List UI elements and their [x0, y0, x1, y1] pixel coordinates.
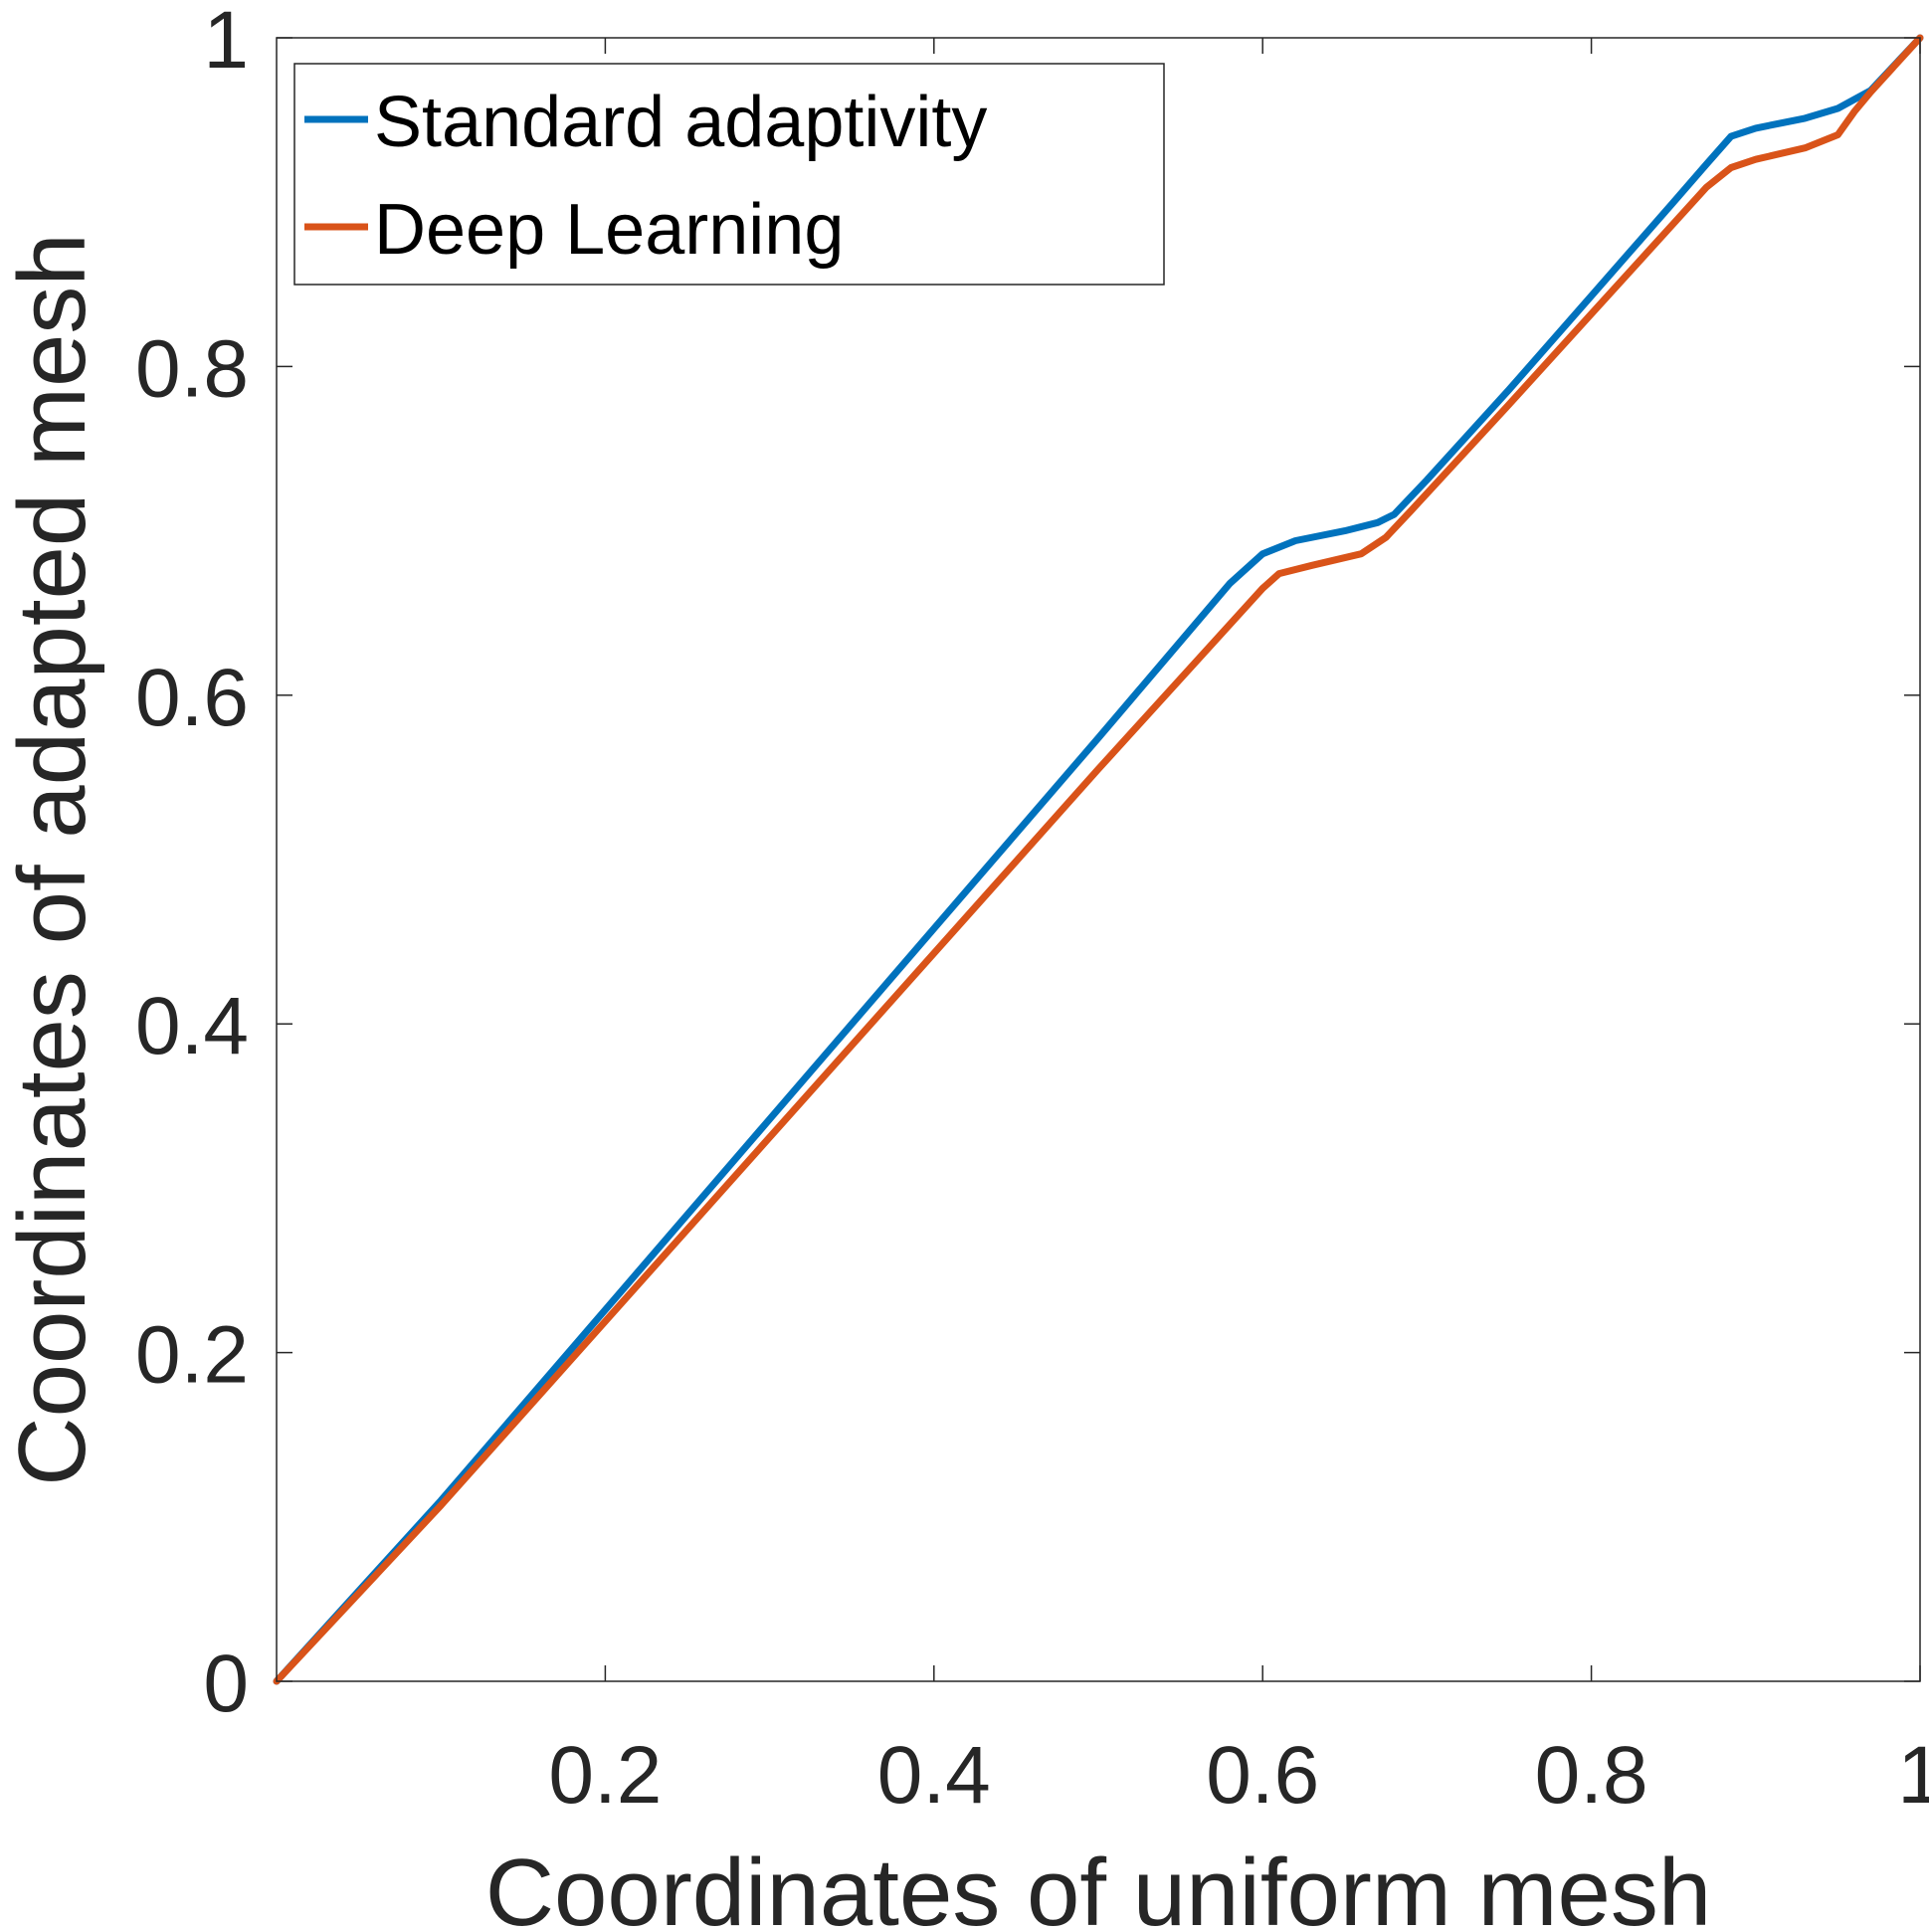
plot-frame [276, 37, 1921, 1682]
series-line-standard-adaptivity [273, 34, 1924, 1685]
x-axis-label: Coordinates of uniform mesh [485, 1839, 1712, 1932]
x-tick-label: 0.4 [877, 1730, 991, 1821]
y-tick-label: 1 [203, 0, 249, 86]
legend-label-standard-adaptivity: Standard adaptivity [374, 83, 987, 162]
legend: Standard adaptivity Deep Learning [293, 63, 1165, 286]
x-tick-label: 1 [1897, 1730, 1929, 1821]
legend-label-deep-learning: Deep Learning [374, 190, 844, 270]
plot-background [277, 38, 1920, 1681]
y-axis-label: Coordinates of adapted mesh [0, 233, 105, 1485]
y-tick-label: 0.8 [135, 323, 249, 414]
y-tick-label: 0.4 [135, 981, 249, 1071]
series-lines [273, 34, 1924, 1685]
x-tick-labels: 0.2 0.4 0.6 0.8 1 [548, 1730, 1929, 1821]
legend-box [293, 63, 1165, 286]
y-tick-label: 0 [203, 1639, 249, 1729]
y-tick-label: 0.2 [135, 1310, 249, 1401]
series-line-deep-learning [273, 34, 1924, 1685]
y-tick-labels: 0 0.2 0.4 0.6 0.8 1 [135, 0, 249, 1729]
x-tick-label: 0.6 [1206, 1730, 1319, 1821]
x-tick-label: 0.8 [1535, 1730, 1648, 1821]
x-tick-label: 0.2 [548, 1730, 662, 1821]
y-tick-label: 0.6 [135, 653, 249, 743]
